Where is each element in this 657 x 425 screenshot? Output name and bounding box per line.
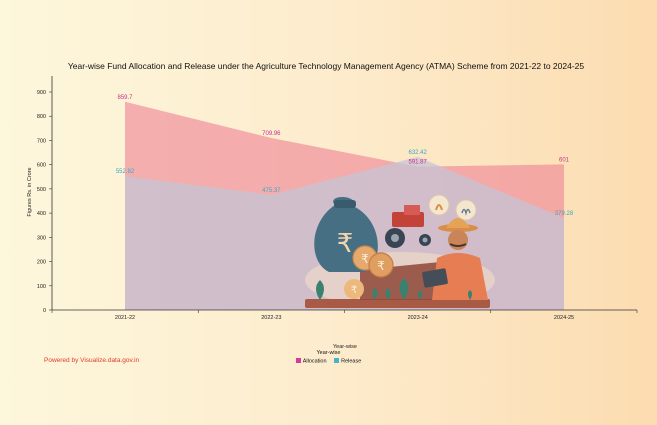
data-label-release: 379.28 [555,211,574,217]
legend-swatch-release [334,358,340,363]
data-label-release: 552.82 [116,169,135,175]
powered-by-link[interactable]: Powered by Visualize.data.gov.in [44,357,140,364]
axes: 0 100 200 300 400 500 600 700 800 900 2021-22 2022-… [37,76,638,350]
data-labels: 859.7 709.96 591.87 601 552.82 475.37 632.42 37… [116,95,574,217]
svg-text:₹: ₹ [337,229,354,259]
y-axis-title: Figures Rs. in Crore [27,167,33,216]
y-tick-label: 0 [43,308,46,314]
y-tick-label: 900 [37,90,46,96]
legend-label-allocation: Allocation [302,358,327,365]
data-label-allocation: 709.96 [262,131,281,137]
x-axis-title: Year-wise [333,344,357,350]
svg-text:₹: ₹ [361,252,369,266]
y-tick-label: 100 [37,284,46,290]
svg-text:₹: ₹ [377,259,385,273]
y-tick-label: 500 [37,187,46,193]
y-tick-label: 600 [37,163,46,169]
y-tick-label: 200 [37,260,46,266]
data-label-allocation: 591.87 [408,160,427,166]
legend-title: Year-wise [316,350,341,356]
y-tick-label: 700 [37,138,46,144]
svg-text:₹: ₹ [351,285,357,296]
chart-title: Year-wise Fund Allocation and Release un… [68,61,585,71]
y-tick-label: 400 [37,211,46,217]
data-label-release: 632.42 [408,150,427,156]
farmer-illustration-icon: ₹ ₹ ₹ ₹ [305,194,495,308]
x-tick-label: 2024-25 [554,315,574,321]
data-label-allocation: 601 [559,157,570,163]
legend-swatch-allocation [295,358,301,363]
x-tick-label: 2021-22 [115,315,135,321]
legend-label-release: Release [341,358,362,365]
legend-item-allocation[interactable]: Allocation [295,358,327,365]
y-tick-label: 300 [37,235,46,241]
x-tick-label: 2023-24 [408,315,428,321]
legend: Year-wise Allocation Release [0,350,657,365]
x-tick-label: 2022-23 [261,315,281,321]
legend-item-release[interactable]: Release [334,358,361,365]
data-label-release: 475.37 [262,188,281,194]
data-label-allocation: 859.7 [117,95,133,101]
y-tick-label: 800 [37,114,46,120]
